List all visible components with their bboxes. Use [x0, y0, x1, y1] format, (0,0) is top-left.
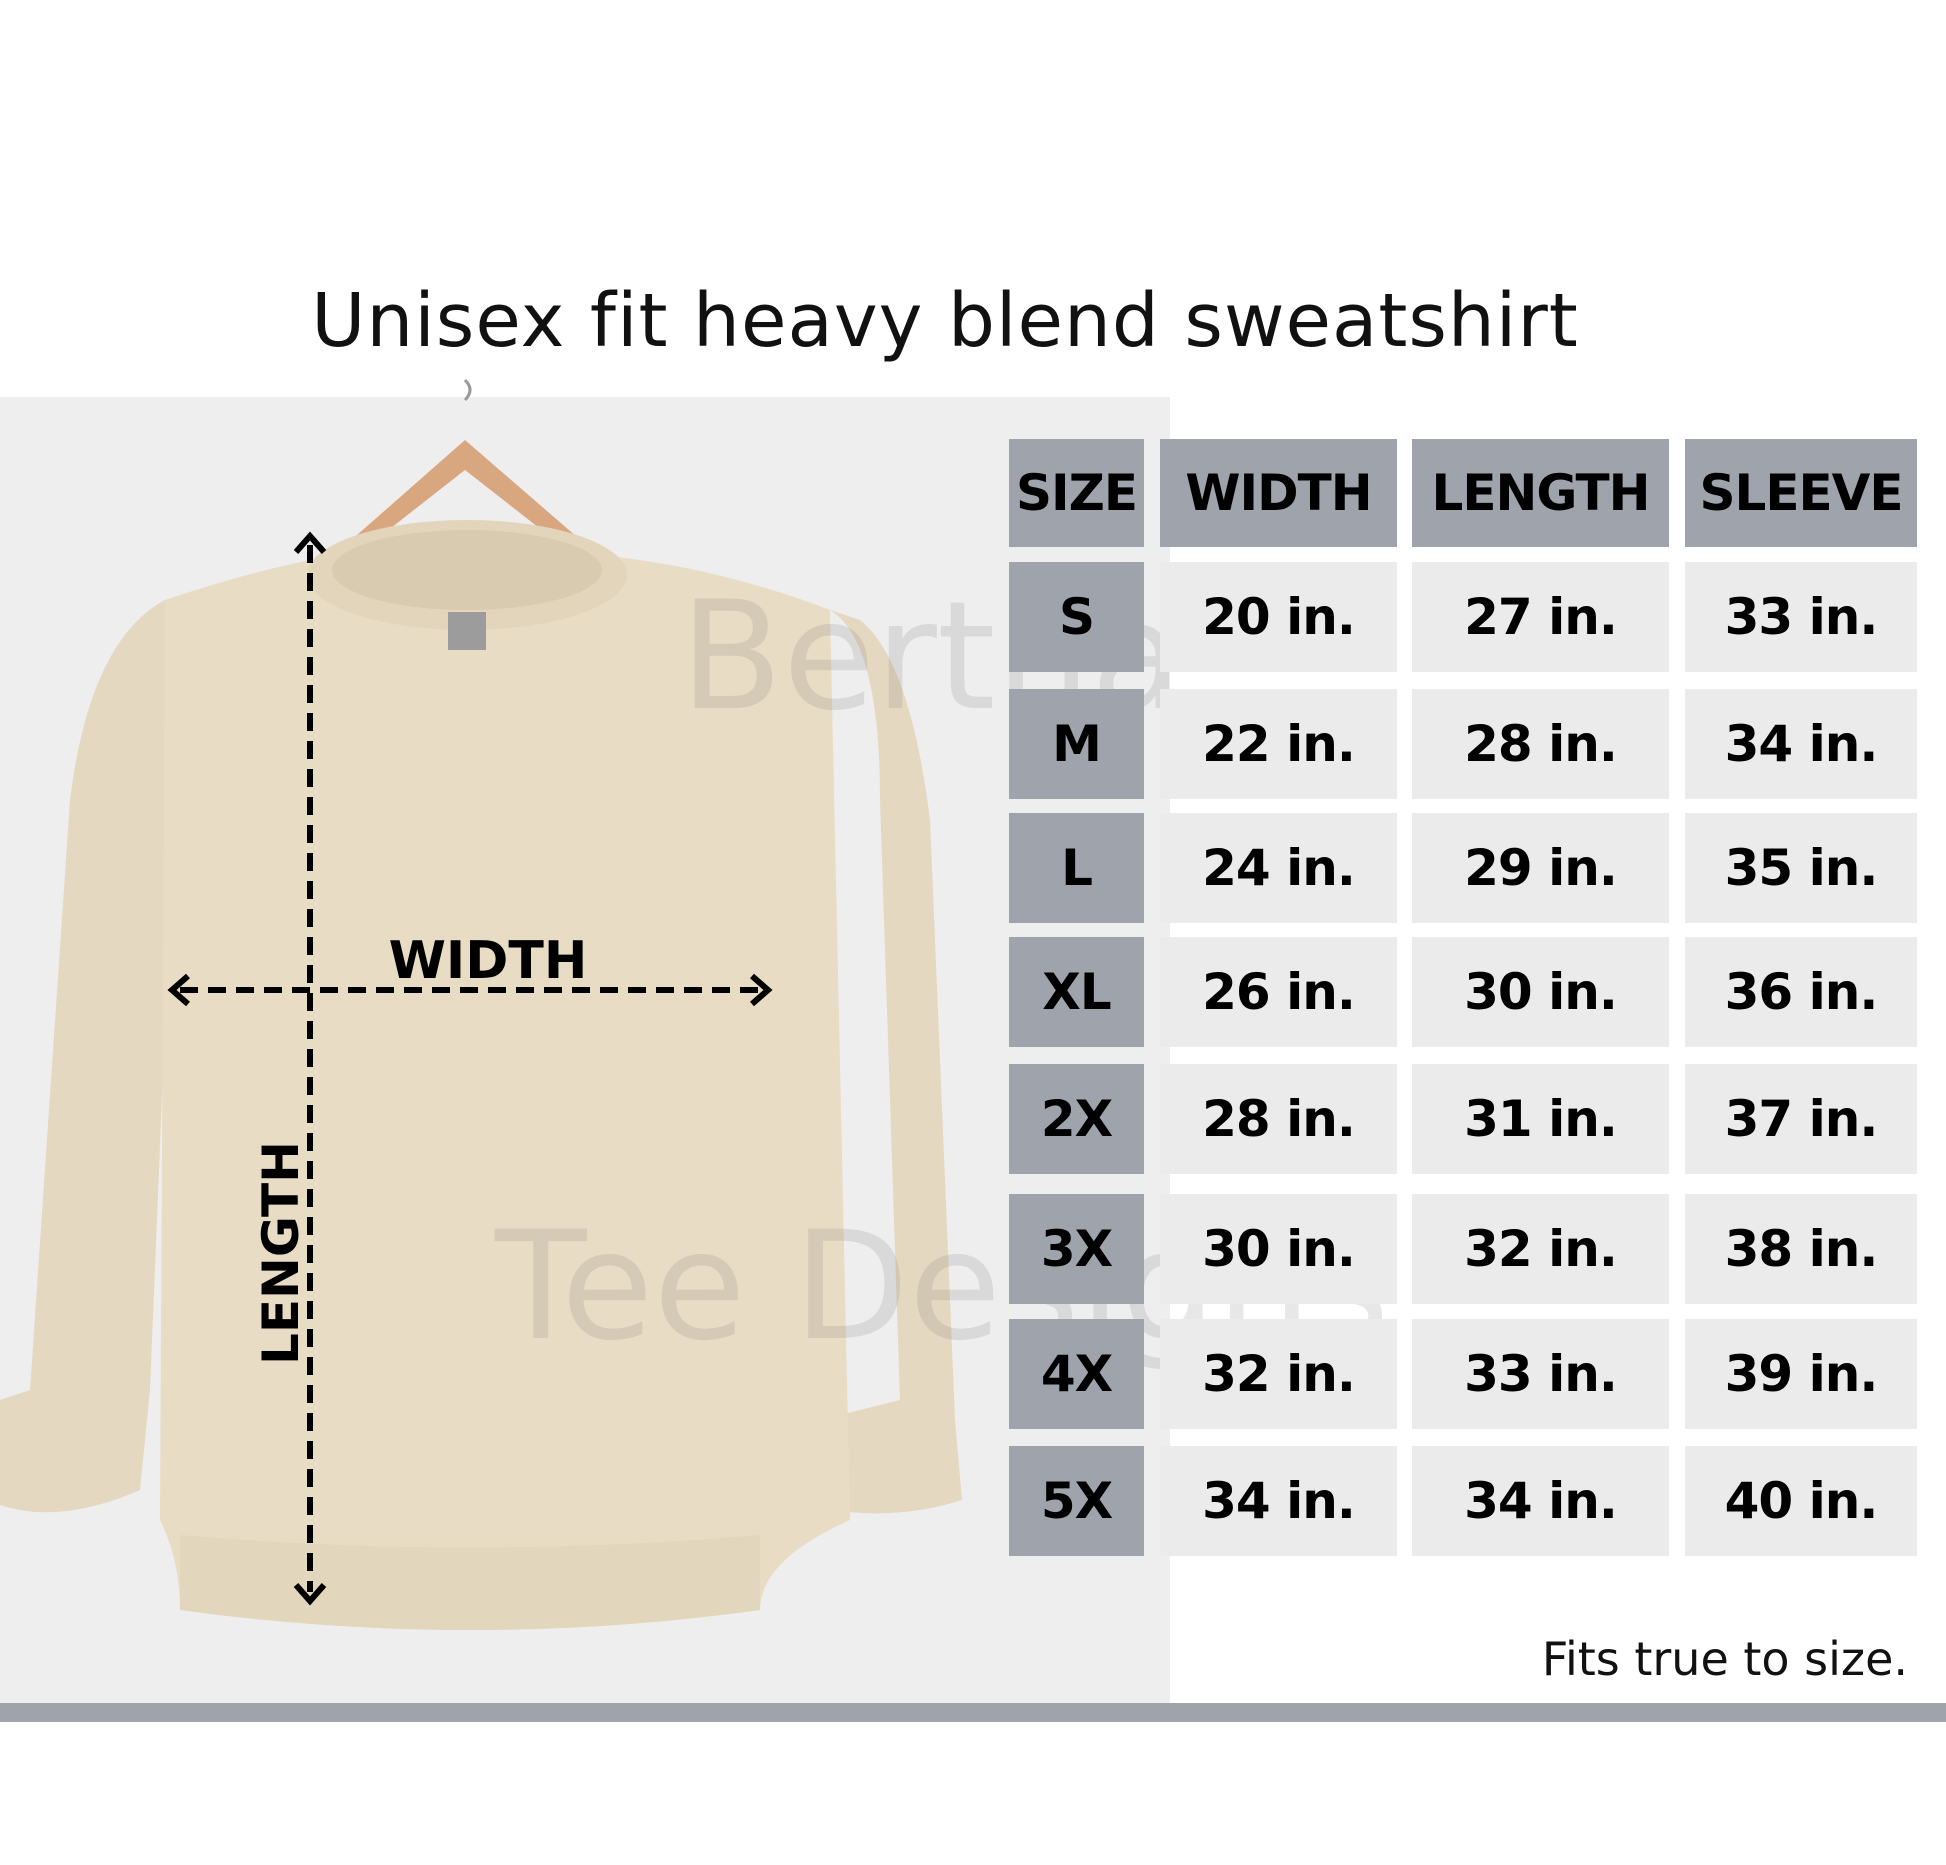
page-title: Unisex fit heavy blend sweatshirt [311, 278, 1579, 364]
width-cell: 22 in. [1160, 689, 1397, 799]
header-width: WIDTH [1160, 439, 1397, 547]
sleeve-cell: 36 in. [1685, 937, 1917, 1047]
sleeve-cell: 40 in. [1685, 1446, 1917, 1556]
size-cell: 2X [1009, 1064, 1144, 1174]
width-cell: 32 in. [1160, 1319, 1397, 1429]
size-cell: S [1009, 562, 1144, 672]
width-cell: 24 in. [1160, 813, 1397, 923]
sweatshirt-illustration: WIDTH LENGTH [0, 378, 962, 1630]
width-cell: 26 in. [1160, 937, 1397, 1047]
length-cell: 29 in. [1412, 813, 1669, 923]
length-cell: 27 in. [1412, 562, 1669, 672]
size-cell: XL [1009, 937, 1144, 1047]
length-cell: 30 in. [1412, 937, 1669, 1047]
width-cell: 28 in. [1160, 1064, 1397, 1174]
size-cell: 5X [1009, 1446, 1144, 1556]
length-cell: 34 in. [1412, 1446, 1669, 1556]
size-cell: 3X [1009, 1194, 1144, 1304]
size-cell: 4X [1009, 1319, 1144, 1429]
width-label: WIDTH [389, 931, 588, 991]
header-size: SIZE [1009, 439, 1144, 547]
sweatshirt-photo: WIDTH LENGTH [0, 378, 1170, 1703]
sleeve-cell: 39 in. [1685, 1319, 1917, 1429]
length-cell: 33 in. [1412, 1319, 1669, 1429]
width-cell: 20 in. [1160, 562, 1397, 672]
length-cell: 31 in. [1412, 1064, 1669, 1174]
sleeve-cell: 37 in. [1685, 1064, 1917, 1174]
header-length: LENGTH [1412, 439, 1669, 547]
sleeve-cell: 33 in. [1685, 562, 1917, 672]
width-cell: 30 in. [1160, 1194, 1397, 1304]
sleeve-cell: 38 in. [1685, 1194, 1917, 1304]
length-cell: 32 in. [1412, 1194, 1669, 1304]
size-cell: L [1009, 813, 1144, 923]
length-label: LENGTH [252, 1141, 310, 1365]
length-cell: 28 in. [1412, 689, 1669, 799]
sleeve-cell: 34 in. [1685, 689, 1917, 799]
bottom-bar [0, 1703, 1946, 1722]
fit-note: Fits true to size. [1541, 1632, 1908, 1686]
size-cell: M [1009, 689, 1144, 799]
sleeve-cell: 35 in. [1685, 813, 1917, 923]
header-sleeve: SLEEVE [1685, 439, 1917, 547]
width-cell: 34 in. [1160, 1446, 1397, 1556]
